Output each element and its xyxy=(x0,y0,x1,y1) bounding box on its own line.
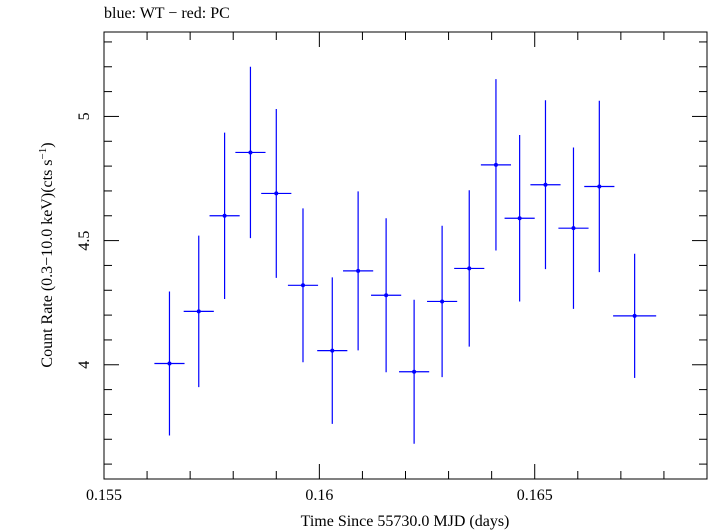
x-tick-label: 0.155 xyxy=(86,487,122,504)
x-tick-label: 0.16 xyxy=(305,487,333,504)
data-point xyxy=(480,79,512,251)
axis-tick-labels: 0.155 0.16 0.165 4 4.5 5 xyxy=(76,112,553,504)
data-point xyxy=(427,225,458,378)
point-marker xyxy=(274,191,279,196)
point-marker xyxy=(517,216,522,221)
y-axis-label-main: Count Rate (0.3−10.0 keV)(cts s xyxy=(39,159,56,367)
data-point xyxy=(287,208,319,363)
data-point xyxy=(584,100,615,273)
data-point xyxy=(558,147,589,309)
data-point xyxy=(261,108,292,278)
point-marker xyxy=(222,213,227,218)
point-marker xyxy=(571,226,576,231)
data-point xyxy=(504,135,535,302)
y-axis-label: Count Rate (0.3−10.0 keV)(cts s−1) xyxy=(37,142,56,367)
data-point xyxy=(613,253,657,378)
x-axis-label: Time Since 55730.0 MJD (days) xyxy=(301,513,510,530)
plot-frame xyxy=(103,31,708,480)
point-marker xyxy=(167,361,172,366)
data-point xyxy=(209,132,240,299)
point-marker xyxy=(356,268,361,273)
y-tick-label: 5 xyxy=(76,112,93,120)
point-marker xyxy=(597,184,602,189)
point-marker xyxy=(493,162,498,167)
data-point xyxy=(183,235,214,388)
point-marker xyxy=(467,266,472,271)
point-marker xyxy=(440,299,445,304)
data-point xyxy=(235,66,266,239)
data-point xyxy=(454,190,485,347)
point-marker xyxy=(543,182,548,187)
point-marker xyxy=(632,313,637,318)
point-marker xyxy=(384,293,389,298)
y-axis-label-tail: ) xyxy=(39,142,56,147)
point-marker xyxy=(196,309,201,314)
y-tick-label: 4 xyxy=(76,361,93,369)
chart-title: blue: WT − red: PC xyxy=(104,5,230,22)
data-point xyxy=(317,277,348,424)
point-marker xyxy=(248,150,253,155)
x-tick-label: 0.165 xyxy=(517,487,553,504)
axis-ticks xyxy=(103,32,708,479)
data-point xyxy=(399,299,430,444)
y-tick-label: 4.5 xyxy=(76,231,93,251)
data-point xyxy=(530,100,561,270)
data-point xyxy=(154,291,185,436)
y-axis-label-superscript: −1 xyxy=(37,148,49,160)
point-marker xyxy=(330,348,335,353)
point-marker xyxy=(300,283,305,288)
data-point xyxy=(343,191,374,351)
point-marker xyxy=(412,369,417,374)
data-point xyxy=(371,218,402,373)
data-points xyxy=(154,66,657,444)
